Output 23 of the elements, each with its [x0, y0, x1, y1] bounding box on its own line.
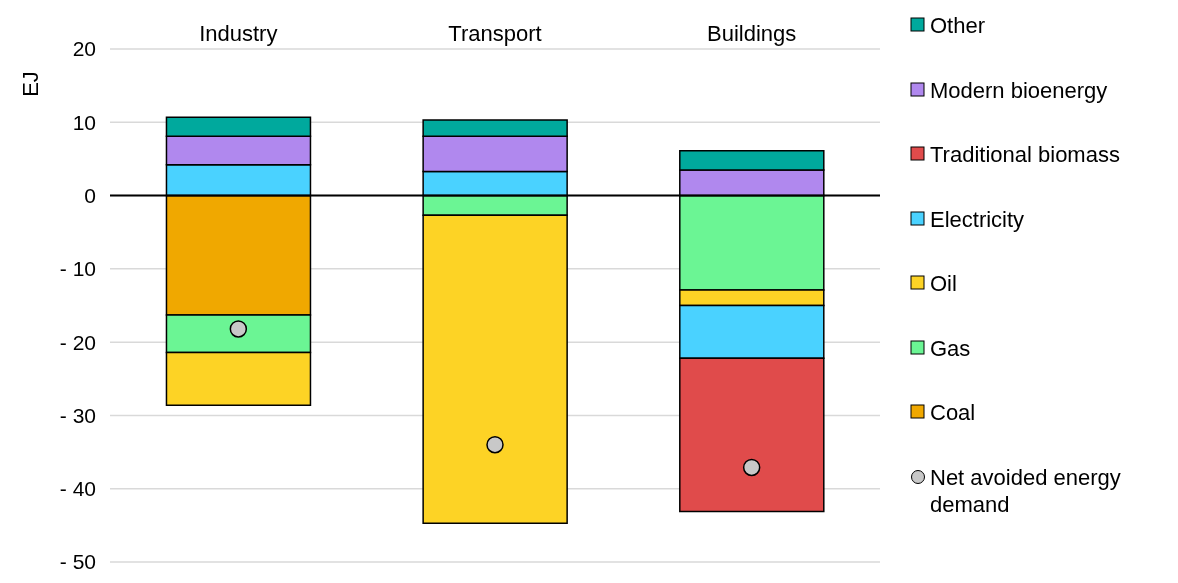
y-tick-label: - 10	[59, 257, 96, 281]
y-tick-label: - 30	[59, 403, 96, 427]
point	[742, 458, 761, 477]
y-tick-label: 10	[72, 110, 96, 134]
y-tick-label: 0	[84, 184, 96, 208]
y-tick-label: - 50	[59, 550, 96, 574]
legend-label: Other	[930, 12, 987, 39]
x-tick-label: Buildings	[707, 21, 797, 46]
legend-label: Oil	[930, 270, 958, 297]
x-tick-label: Transport	[448, 21, 542, 46]
legend-label: Modern bioenergy	[930, 76, 1109, 104]
y-axis-title: EJ	[17, 71, 43, 97]
x-tick-label: Industry	[199, 21, 278, 46]
y-tick-label: - 40	[59, 477, 96, 501]
legend-label: Traditional biomass	[930, 141, 1121, 168]
point	[486, 435, 504, 454]
y-tick-label: - 20	[59, 330, 96, 354]
point	[229, 320, 248, 338]
legend-label: Gas	[930, 334, 972, 362]
legend-label: Net avoided energy demand	[930, 463, 1122, 518]
legend-label: Electricity	[930, 205, 1026, 233]
y-tick-label: 20	[72, 37, 96, 61]
legend-label: Coal	[930, 399, 977, 426]
